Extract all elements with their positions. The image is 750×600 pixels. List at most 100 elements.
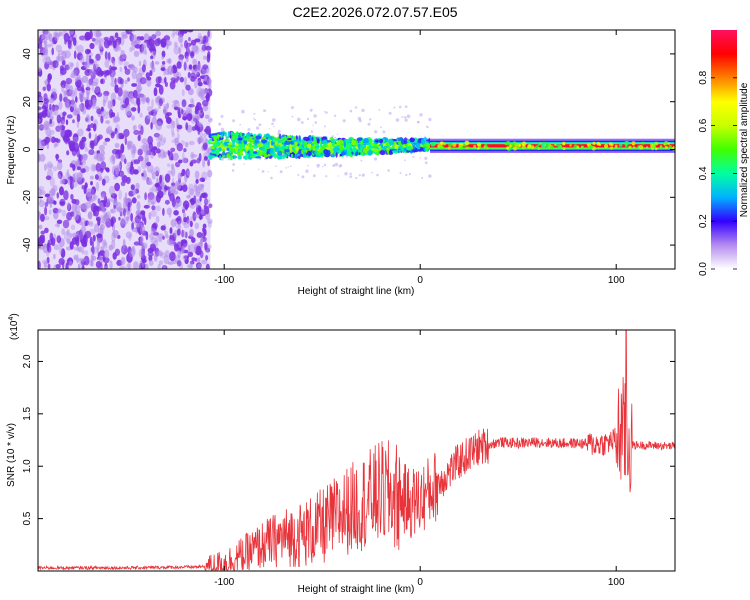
noise-point xyxy=(178,221,181,230)
signal-outlier-point xyxy=(399,171,402,174)
noise-point xyxy=(111,148,119,155)
signal-point xyxy=(315,145,320,149)
noise-point xyxy=(197,205,202,213)
noise-point xyxy=(38,112,45,118)
signal-outlier-point xyxy=(253,118,255,120)
signal-outlier-point xyxy=(323,111,326,113)
noise-point xyxy=(132,89,138,99)
noise-point xyxy=(73,50,77,59)
noise-point xyxy=(154,182,160,188)
noise-point xyxy=(101,206,106,213)
noise-point xyxy=(87,221,91,226)
noise-point xyxy=(131,245,135,252)
noise-point xyxy=(205,125,211,135)
noise-point xyxy=(141,64,146,73)
signal-point xyxy=(255,156,262,159)
signal-point xyxy=(379,150,386,156)
signal-point xyxy=(379,138,384,144)
noise-point xyxy=(155,215,160,223)
signal-point xyxy=(255,135,262,140)
narrow-line-point xyxy=(527,144,532,149)
noise-point xyxy=(127,143,131,151)
noise-point xyxy=(181,157,188,164)
signal-point xyxy=(284,140,291,145)
noise-point xyxy=(113,116,121,123)
noise-point xyxy=(76,52,83,61)
noise-point xyxy=(121,244,128,255)
snr-ticks: -100 0 100 0.5 1.0 1.5 2.0 xyxy=(22,330,675,588)
noise-point xyxy=(70,193,74,200)
narrow-line-point xyxy=(632,143,635,146)
signal-point xyxy=(233,155,237,159)
signal-outlier-point xyxy=(369,118,372,121)
signal-outlier-point xyxy=(258,168,260,171)
noise-point xyxy=(90,246,97,255)
signal-outlier-point xyxy=(404,105,408,108)
signal-point xyxy=(415,142,421,149)
colorbar-tick-label: 0.0 xyxy=(698,262,709,276)
signal-outlier-point xyxy=(301,175,305,179)
noise-point xyxy=(164,230,169,239)
noise-point xyxy=(47,195,54,204)
noise-point xyxy=(99,51,104,55)
noise-point xyxy=(197,257,201,264)
spectrogram-xlabel: Height of straight line (km) xyxy=(298,286,415,297)
noise-point xyxy=(106,126,113,134)
signal-outlier-point xyxy=(387,169,390,172)
signal-point xyxy=(244,155,248,161)
noise-point xyxy=(203,55,207,60)
noise-point xyxy=(155,170,159,177)
noise-point xyxy=(138,248,145,258)
noise-point xyxy=(126,252,133,263)
noise-point xyxy=(104,51,108,60)
signal-point xyxy=(211,135,215,138)
noise-point xyxy=(85,127,92,132)
noise-point xyxy=(46,163,54,169)
noise-point xyxy=(204,242,208,251)
signal-point xyxy=(285,149,290,153)
noise-point xyxy=(172,30,176,36)
noise-point xyxy=(187,251,194,257)
noise-point xyxy=(131,107,137,112)
signal-outlier-point xyxy=(241,109,245,114)
noise-point xyxy=(202,158,206,168)
signal-outlier-point xyxy=(358,119,362,123)
narrow-line-point xyxy=(654,141,659,146)
noise-point xyxy=(205,45,212,51)
noise-point xyxy=(202,192,208,199)
narrow-line-point xyxy=(667,142,670,145)
noise-point xyxy=(201,44,207,51)
noise-point xyxy=(95,32,103,37)
noise-point xyxy=(110,99,114,109)
noise-point xyxy=(157,263,161,269)
noise-point xyxy=(89,221,94,227)
noise-point xyxy=(187,244,191,253)
noise-point xyxy=(86,49,91,54)
noise-point xyxy=(128,30,136,33)
noise-point xyxy=(38,188,43,197)
noise-point xyxy=(197,122,203,128)
noise-point xyxy=(66,150,70,156)
signal-outlier-point xyxy=(220,114,224,118)
signal-point xyxy=(241,142,245,147)
noise-point xyxy=(144,217,147,226)
narrow-line-point xyxy=(464,140,470,146)
narrow-line-point xyxy=(458,145,462,149)
narrow-line-point xyxy=(562,142,566,146)
signal-outlier-point xyxy=(297,173,300,176)
noise-point xyxy=(186,219,191,224)
noise-point xyxy=(130,212,134,222)
noise-point xyxy=(67,202,71,210)
noise-point xyxy=(123,91,129,96)
noise-point xyxy=(194,79,198,89)
noise-point xyxy=(84,182,88,189)
noise-point xyxy=(130,247,136,256)
noise-point xyxy=(145,97,150,103)
spectrogram-ticks: -100 0 100 -40 -20 0 20 40 xyxy=(22,30,675,286)
noise-point xyxy=(87,211,93,220)
signal-point xyxy=(257,143,264,148)
noise-point xyxy=(119,152,124,162)
noise-point xyxy=(128,249,136,258)
narrow-line-point xyxy=(614,144,618,148)
signal-outlier-point xyxy=(403,116,407,119)
